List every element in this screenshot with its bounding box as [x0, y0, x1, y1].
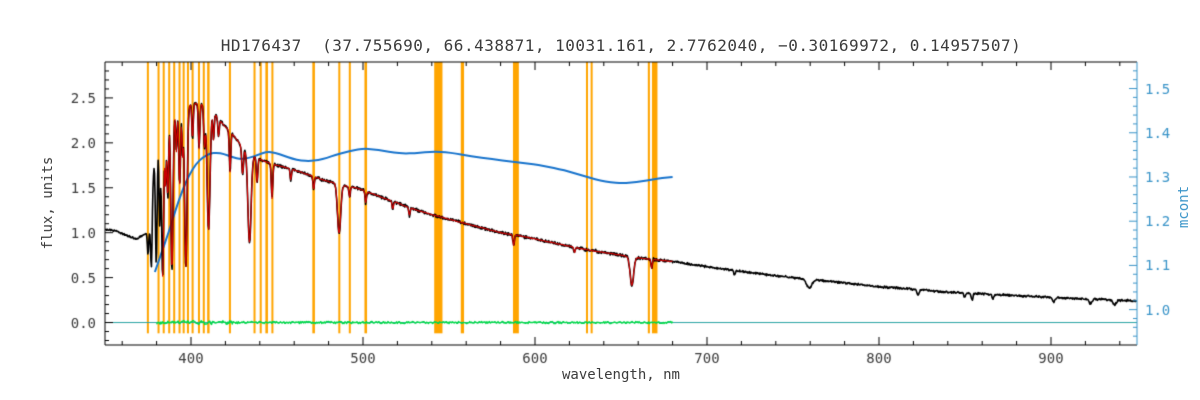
y-axis-label-left: flux, units	[40, 156, 56, 250]
chart-title: HD176437 (37.755690, 66.438871, 10031.16…	[220, 36, 1022, 55]
x-axis-label: wavelength, nm	[561, 367, 680, 383]
y-axis-label-right: mcont	[1176, 185, 1192, 229]
